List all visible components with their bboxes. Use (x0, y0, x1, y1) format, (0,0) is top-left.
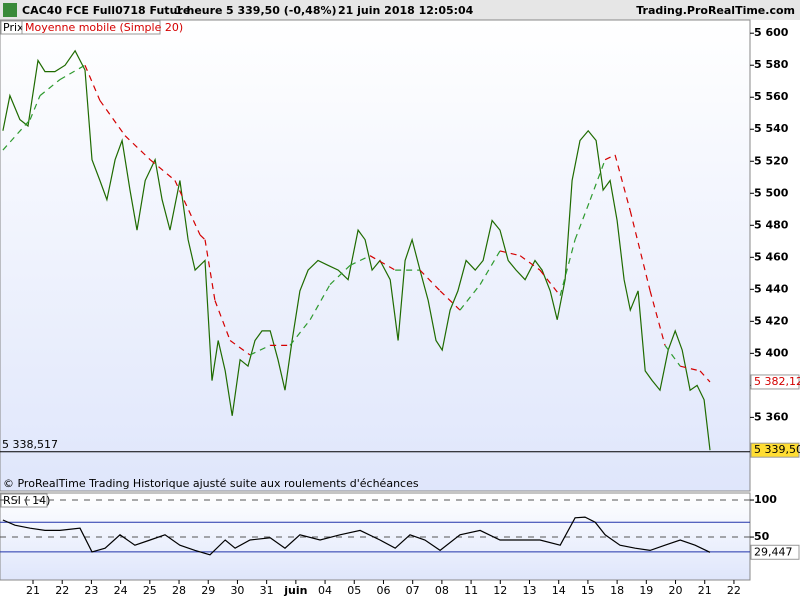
ma-segment (680, 365, 701, 372)
ma-segment (99, 100, 126, 136)
ma-segment (664, 344, 681, 367)
y-tick-label: 5 500 (754, 186, 789, 199)
legend-entry: Prix (3, 21, 24, 34)
legend-box (21, 20, 161, 35)
x-tick-label: 21 (26, 584, 40, 597)
price-panel (0, 19, 751, 492)
ma-segment (589, 159, 606, 200)
last-value-label: 5 339,50 (754, 443, 800, 456)
x-tick-label: 06 (376, 584, 390, 597)
ma-segment (604, 154, 616, 161)
icon (3, 3, 17, 17)
x-tick-label: 31 (260, 584, 274, 597)
x-tick-label: 18 (610, 584, 624, 597)
y-tick-label: 5 400 (754, 346, 789, 359)
y-tick-label: 5 480 (754, 218, 789, 231)
last-value-box (750, 442, 800, 458)
ma-segment (349, 255, 371, 266)
x-tick-label: 20 (669, 584, 683, 597)
ma-segment (629, 210, 651, 292)
ma-segment (289, 319, 311, 346)
ma-segment (174, 180, 201, 236)
legend-entry: Moyenne mobile (Simple 20) (25, 21, 183, 34)
ma-segment (329, 264, 351, 285)
ma-segment (249, 344, 271, 356)
last-value-box (750, 544, 800, 560)
y-tick-label: 5 540 (754, 122, 789, 135)
ma-segment (574, 199, 591, 240)
symbol: CAC40 FCE Full0718 Future (22, 4, 190, 17)
site: Trading.ProRealTime.com (636, 4, 795, 17)
price-line (2, 49, 711, 451)
quote: 5 339,50 (-0,48%) (226, 4, 337, 17)
x-tick-label: 13 (522, 584, 536, 597)
ma-segment (124, 135, 151, 161)
ma-segment (369, 255, 396, 271)
x-tick-label: 22 (727, 584, 741, 597)
x-tick-label: 23 (84, 584, 98, 597)
x-tick-label: 29 (201, 584, 215, 597)
rsi-panel (0, 492, 751, 581)
last-value-label: 5 382,12 (754, 375, 800, 388)
note: © ProRealTime Trading Historique ajusté … (3, 477, 419, 490)
ma-segment (419, 269, 441, 292)
y-tick-label: 5 600 (754, 26, 789, 39)
interval: 1 heure (175, 4, 223, 17)
ma-segment (559, 239, 576, 296)
ma-segment (229, 340, 251, 356)
ma-segment (649, 290, 666, 346)
ma-segment (309, 284, 331, 321)
ma-segment (39, 79, 61, 97)
last-value-box (750, 374, 800, 390)
x-tick-label: juin (283, 584, 307, 597)
x-tick-label: 14 (552, 584, 566, 597)
ma-segment (29, 95, 41, 120)
x-tick-label: 04 (318, 584, 332, 597)
y-tick-label: 5 420 (754, 314, 789, 327)
x-tick-label: 22 (55, 584, 69, 597)
ma-segment (499, 250, 521, 257)
x-tick-label: 19 (639, 584, 653, 597)
ma-segment (59, 64, 86, 81)
ma-segment (459, 284, 481, 311)
x-tick-label: 15 (581, 584, 595, 597)
reference-label: 5 338,517 (2, 438, 58, 451)
ma-segment (199, 234, 206, 241)
x-tick-label: 12 (493, 584, 507, 597)
y-tick-label: 5 440 (754, 282, 789, 295)
ma-segment (519, 255, 541, 271)
ma-segment (699, 370, 711, 383)
x-tick-label: 07 (406, 584, 420, 597)
ma-segment (539, 269, 561, 297)
y-tick-label: 50 (754, 530, 770, 543)
x-tick-label: 21 (698, 584, 712, 597)
y-tick-label: 5 560 (754, 90, 789, 103)
ma-segment (149, 159, 176, 181)
x-tick-label: 25 (143, 584, 157, 597)
datetime: 21 juin 2018 12:05:04 (338, 4, 474, 17)
last-value-label: 29,447 (754, 545, 793, 558)
x-tick-label: 05 (347, 584, 361, 597)
y-tick-label: 5 520 (754, 154, 789, 167)
ma-segment (214, 300, 231, 341)
rsi-line (2, 516, 711, 556)
x-tick-label: 30 (230, 584, 244, 597)
x-tick-label: 08 (435, 584, 449, 597)
ma-segment (2, 119, 31, 151)
x-tick-label: 11 (464, 584, 478, 597)
y-tick-label: 5 460 (754, 250, 789, 263)
x-tick-label: 24 (114, 584, 128, 597)
x-tick-label: 28 (172, 584, 186, 597)
ma-segment (439, 290, 461, 311)
header-bar (0, 0, 800, 20)
y-tick-label: 100 (754, 493, 777, 506)
y-tick-label: 5 360 (754, 410, 789, 423)
y-tick-label: 5 580 (754, 58, 789, 71)
ma-segment (614, 154, 631, 212)
